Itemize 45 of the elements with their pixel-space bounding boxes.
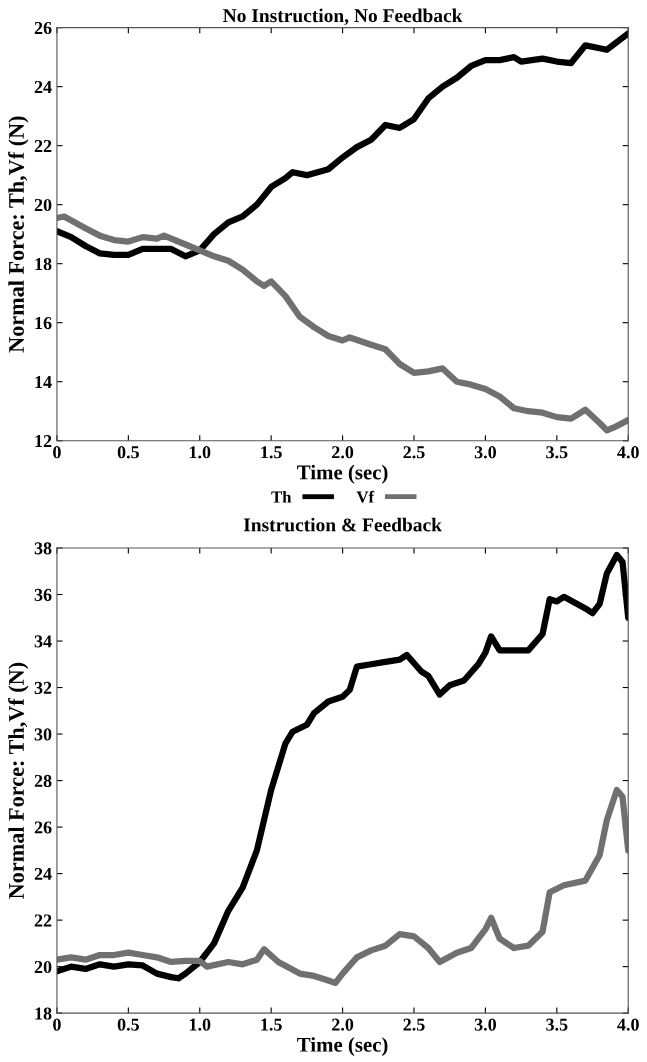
x-tick-label: 2.0 [332,1018,354,1031]
x-tick-label: 3.5 [546,1018,568,1031]
legend-label: Th [271,490,292,503]
x-tick-label: 1.0 [189,1018,211,1031]
y-tick-label: 34 [34,635,52,648]
y-tick-label: 22 [34,139,52,152]
x-tick-label: 3.5 [546,446,568,459]
y-axis-title: Normal Force: Th,Vf (N) [8,116,29,353]
x-tick-label: 0.5 [117,1018,139,1031]
x-axis-title: Time (sec) [297,1037,388,1057]
x-tick-label: 0 [53,1018,61,1031]
y-tick-label: 24 [34,80,52,93]
x-tick-label: 2.0 [332,446,354,459]
y-tick-label: 22 [34,914,52,927]
y-axis-title: Normal Force: Th,Vf (N) [8,662,29,899]
y-tick-label: 30 [34,728,52,741]
y-tick-label: 28 [34,774,52,788]
x-tick-label: 1.5 [261,1018,282,1031]
y-tick-label: 16 [35,317,52,330]
x-tick-label: 3.0 [474,1018,497,1031]
y-tick-label: 26 [34,821,52,834]
y-tick-label: 14 [35,376,52,388]
x-tick-label: 0 [53,446,61,459]
x-tick-label: 0.5 [117,446,139,459]
y-tick-label: 24 [34,867,52,880]
y-tick-label: 38 [34,542,52,555]
y-tick-label: 18 [35,257,52,271]
y-tick-label: 18 [35,1007,52,1020]
chart-title: Instruction & Feedback [243,517,442,532]
x-tick-label: 2.5 [403,1018,425,1031]
x-tick-label: 1.5 [261,446,282,459]
legend-label: Vf [356,490,375,503]
y-tick-label: 26 [34,21,52,35]
y-tick-label: 12 [35,435,52,447]
x-tick-label: 4.0 [617,446,639,459]
x-tick-label: 1.0 [189,446,211,459]
x-tick-label: 3.0 [474,446,497,459]
y-tick-label: 20 [34,198,52,212]
y-tick-label: 36 [34,588,52,601]
x-tick-label: 2.5 [403,446,425,459]
y-tick-label: 32 [34,681,52,694]
chart-title: No Instruction, No Feedback [223,8,463,26]
x-tick-label: 4.0 [617,1018,639,1031]
y-tick-label: 20 [34,960,52,974]
x-axis-title: Time (sec) [297,464,388,484]
